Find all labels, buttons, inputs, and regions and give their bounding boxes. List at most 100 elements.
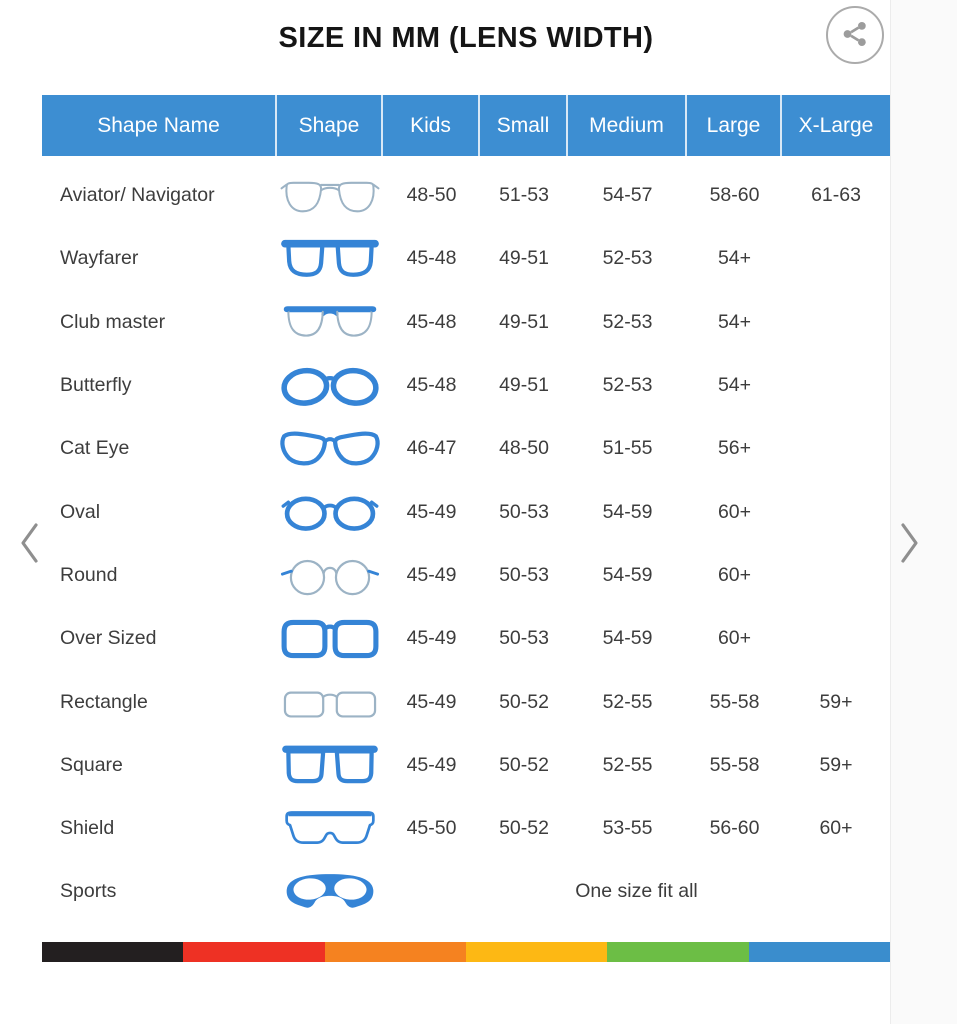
size-xlarge: 59+ <box>819 690 853 713</box>
shape-icon-cell <box>277 298 383 346</box>
size-medium: 53-55 <box>602 817 653 840</box>
table-row: Shield 45-50 50-52 53-55 56-60 60+ <box>42 797 890 860</box>
table-row: Aviator/ Navigator 48-50 51-53 54-57 58-… <box>42 164 890 227</box>
shape-icon-cell <box>277 741 383 789</box>
shape-name: Square <box>60 753 123 776</box>
shield-glasses-icon <box>279 805 381 853</box>
size-kids: 45-50 <box>406 817 457 840</box>
size-kids: 45-48 <box>406 247 457 270</box>
header-xlarge: X-Large <box>798 113 874 137</box>
carousel-prev-button[interactable] <box>18 522 42 566</box>
clubmaster-glasses-icon <box>279 298 381 346</box>
page-title: SIZE IN MM (LENS WIDTH) <box>278 22 654 54</box>
size-small: 50-53 <box>499 563 549 586</box>
size-kids: 45-49 <box>406 500 457 523</box>
butterfly-glasses-icon <box>279 362 381 410</box>
shape-name: Cat Eye <box>60 437 130 460</box>
table-row: Club master 45-48 49-51 52-53 54+ <box>42 291 890 354</box>
shape-icon-cell <box>277 172 383 220</box>
size-small: 50-52 <box>499 753 549 776</box>
size-medium: 52-53 <box>602 310 653 333</box>
size-small: 50-53 <box>499 627 549 650</box>
size-medium: 54-57 <box>602 184 653 207</box>
size-large: 60+ <box>717 500 752 523</box>
shape-name: Round <box>60 563 118 586</box>
size-large: 54+ <box>717 247 752 270</box>
wayfarer-glasses-icon <box>279 235 381 283</box>
header-shape-name: Shape Name <box>42 95 277 156</box>
shape-icon-cell <box>277 551 383 599</box>
aviator-glasses-icon <box>279 172 381 220</box>
size-kids: 46-47 <box>406 437 457 460</box>
size-large: 58-60 <box>709 184 760 207</box>
table-row: Oval 45-49 50-53 54-59 60+ <box>42 480 890 543</box>
size-xlarge: 59+ <box>819 753 853 776</box>
shape-icon-cell <box>277 805 383 853</box>
header-large: Large <box>687 95 782 156</box>
size-small: 51-53 <box>499 184 549 207</box>
stripe-segment <box>324 942 466 962</box>
sports-glasses-icon <box>279 868 381 916</box>
rectangle-glasses-icon <box>279 678 381 726</box>
shape-name: Shield <box>60 817 115 840</box>
size-medium: 52-55 <box>602 753 653 776</box>
header-medium: Medium <box>568 95 687 156</box>
round-glasses-icon <box>279 551 381 599</box>
chevron-right-icon <box>898 522 920 567</box>
stripe-segment <box>42 942 184 962</box>
size-medium: 54-59 <box>602 563 653 586</box>
table-row: Rectangle 45-49 50-52 52-55 55-58 59+ <box>42 670 890 733</box>
size-large: 54+ <box>717 310 752 333</box>
size-xlarge: 61-63 <box>811 184 861 207</box>
size-large: 60+ <box>717 627 752 650</box>
size-medium: 52-55 <box>602 690 653 713</box>
oval-glasses-icon <box>279 488 381 536</box>
table-header: Shape Name Shape Kids Small Medium Large… <box>42 95 890 156</box>
size-small: 48-50 <box>499 437 549 460</box>
size-kids: 45-48 <box>406 310 457 333</box>
size-small: 49-51 <box>499 247 549 270</box>
shape-name: Butterfly <box>60 374 132 397</box>
shape-icon-cell <box>277 362 383 410</box>
stripe-segment <box>607 942 749 962</box>
shape-icon-cell <box>277 615 383 663</box>
size-kids: 45-49 <box>406 627 457 650</box>
share-button[interactable] <box>826 6 884 64</box>
size-small: 49-51 <box>499 310 549 333</box>
size-medium: 51-55 <box>602 437 653 460</box>
header-kids: Kids <box>383 95 480 156</box>
share-icon <box>840 19 870 52</box>
header-small: Small <box>480 95 568 156</box>
size-xlarge: 60+ <box>819 817 853 840</box>
size-kids: 45-49 <box>406 690 457 713</box>
table-row: Round 45-49 50-53 54-59 60+ <box>42 544 890 607</box>
shape-icon-cell <box>277 868 383 916</box>
chevron-left-icon <box>19 522 41 567</box>
shape-name: Club master <box>60 310 166 333</box>
size-large: 56-60 <box>709 817 760 840</box>
shape-icon-cell <box>277 425 383 473</box>
header-shape: Shape <box>277 95 383 156</box>
size-medium: 52-53 <box>602 247 653 270</box>
shape-name: Wayfarer <box>60 247 139 270</box>
size-large: 56+ <box>717 437 752 460</box>
stripe-segment <box>748 942 890 962</box>
shape-name: Rectangle <box>60 690 148 713</box>
shape-icon-cell <box>277 488 383 536</box>
table-row: Butterfly 45-48 49-51 52-53 54+ <box>42 354 890 417</box>
stripe-segment <box>183 942 325 962</box>
stripe-segment <box>465 942 608 962</box>
shape-icon-cell <box>277 678 383 726</box>
footer-color-stripe <box>42 942 890 962</box>
shape-name: Oval <box>60 500 101 523</box>
size-large: 55-58 <box>709 753 760 776</box>
cateye-glasses-icon <box>279 425 381 473</box>
size-medium: 54-59 <box>602 500 653 523</box>
table-row: Wayfarer 45-48 49-51 52-53 54+ <box>42 227 890 290</box>
size-kids: 45-48 <box>406 374 457 397</box>
size-medium: 52-53 <box>602 374 653 397</box>
table-row: Cat Eye 46-47 48-50 51-55 56+ <box>42 417 890 480</box>
carousel-next-button[interactable] <box>897 522 921 566</box>
page-right-gutter <box>890 0 957 1024</box>
shape-icon-cell <box>277 235 383 283</box>
